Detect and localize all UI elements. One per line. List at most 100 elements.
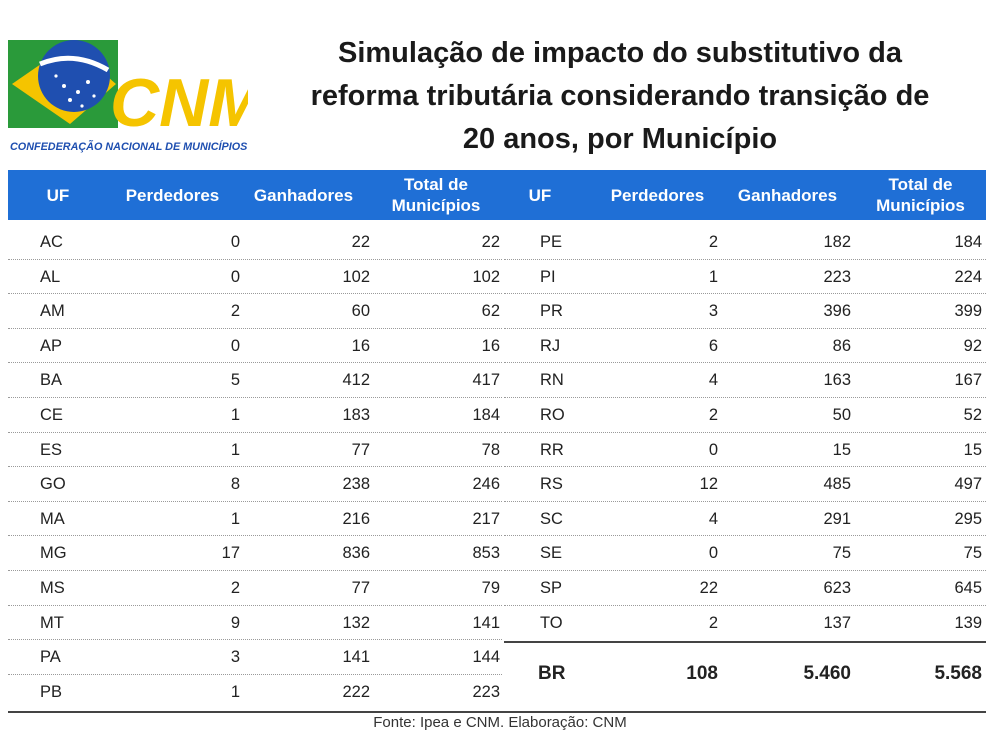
logo-full-name: CONFEDERAÇÃO NACIONAL DE MUNICÍPIOS — [10, 140, 248, 153]
table-cell-total: 141 — [472, 613, 500, 632]
table-cell-total: 224 — [954, 267, 982, 286]
row-divider — [8, 258, 502, 260]
table-cell-ganhadores: 75 — [832, 544, 851, 563]
title-line-1: Simulação de impacto do substitutivo da — [338, 37, 902, 69]
table-cell-perdedores: 2 — [230, 302, 240, 321]
table-cell-perdedores: 2 — [708, 233, 718, 251]
table-cell-uf: PA — [40, 648, 61, 667]
table-cell-ganhadores: 22 — [351, 233, 370, 251]
row-divider — [8, 466, 502, 468]
table-cell-uf: AL — [40, 267, 61, 286]
table-cell-ganhadores: 137 — [823, 613, 851, 632]
row-divider — [8, 397, 502, 398]
table-cell-total: 399 — [954, 302, 982, 321]
source-note: Fonte: Ipea e CNM. Elaboração: CNM — [373, 714, 627, 731]
row-divider — [504, 258, 986, 260]
table-cell-total: 223 — [472, 682, 500, 701]
table-cell-uf: SC — [540, 509, 563, 528]
table-cell-total: 167 — [954, 371, 982, 390]
table-cell-total: 92 — [963, 336, 982, 355]
table-cell-uf: PB — [40, 682, 63, 701]
header-total-right: Total de Municípios — [855, 170, 986, 220]
table-cell-perdedores: 0 — [230, 336, 240, 355]
table-cell-uf: PI — [540, 267, 556, 286]
table-cell-perdedores: 1 — [230, 406, 240, 424]
table-cell-uf: CE — [40, 406, 63, 424]
table-cell-ganhadores: 132 — [342, 613, 370, 632]
table-cell-total: 497 — [954, 475, 982, 494]
table-cell-ganhadores: 15 — [832, 440, 851, 459]
table-cell-total: 62 — [481, 302, 500, 321]
table-cell-ganhadores: 163 — [823, 371, 851, 390]
table-cell-total: 15 — [963, 440, 982, 459]
table-cell-perdedores: 5 — [230, 371, 240, 390]
table-header-bar — [8, 170, 986, 220]
table-cell-ganhadores: 182 — [823, 233, 851, 251]
title-line-2: reforma tributária considerando transiçã… — [310, 80, 930, 112]
cnm-logo: CNM CONFEDERAÇÃO NACIONAL DE MUNICÍPIOS — [8, 20, 266, 160]
total-cell-total: 5.568 — [934, 663, 982, 685]
table-cell-total: 75 — [963, 544, 982, 563]
table-cell-uf: RJ — [540, 336, 561, 355]
table-cell-ganhadores: 222 — [342, 682, 370, 701]
table-cell-uf: RS — [540, 475, 563, 494]
table-cell-ganhadores: 183 — [342, 406, 370, 424]
table-cell-perdedores: 3 — [708, 302, 718, 321]
header-uf-right: UF — [528, 185, 552, 205]
table-cell-perdedores: 1 — [230, 682, 240, 701]
table-cell-ganhadores: 223 — [823, 267, 851, 286]
table-cell-perdedores: 4 — [708, 371, 718, 390]
row-divider — [504, 362, 986, 364]
table-cell-perdedores: 4 — [708, 509, 718, 528]
header-perdedores-right: Perdedores — [610, 185, 705, 205]
table-cell-total: 217 — [472, 509, 500, 528]
row-divider — [504, 570, 986, 571]
header-total-line1-right: Total de — [888, 175, 953, 194]
row-divider — [504, 466, 986, 468]
table-cell-total: 79 — [481, 579, 500, 597]
row-divider — [8, 327, 502, 329]
table-cell-ganhadores: 141 — [342, 648, 370, 667]
table-cell-uf: RN — [540, 371, 564, 390]
header-ganhadores-right: Ganhadores — [737, 185, 838, 205]
table-cell-perdedores: 1 — [230, 440, 240, 459]
table-cell-ganhadores: 836 — [342, 544, 370, 563]
table-cell-total: 78 — [481, 440, 500, 459]
table-cell-ganhadores: 60 — [351, 302, 370, 321]
table-cell-total: 417 — [472, 371, 500, 390]
table-cell-perdedores: 17 — [221, 544, 240, 563]
table-cell-ganhadores: 623 — [823, 579, 851, 597]
row-divider — [504, 535, 986, 537]
table-cell-uf: SP — [540, 579, 563, 597]
table-cell-ganhadores: 77 — [351, 579, 370, 597]
row-divider — [8, 535, 502, 537]
row-divider — [8, 431, 502, 433]
header-total-line1-left: Total de — [404, 175, 468, 194]
table-cell-total: 102 — [472, 267, 500, 286]
table-cell-ganhadores: 238 — [342, 475, 370, 494]
table-cell-uf: SE — [540, 544, 563, 563]
table-cell-perdedores: 12 — [699, 475, 718, 494]
table-cell-total: 139 — [954, 613, 982, 632]
table-cell-uf: PE — [540, 233, 563, 251]
row-divider — [8, 362, 502, 364]
header-uf-left: UF — [46, 185, 70, 205]
table-cell-perdedores: 2 — [230, 579, 240, 597]
table-cell-total: 184 — [472, 406, 500, 424]
table-cell-perdedores: 1 — [230, 509, 240, 528]
table-cell-perdedores: 2 — [708, 613, 718, 632]
table-cell-uf: AM — [40, 302, 65, 321]
header-perdedores-left: Perdedores — [125, 185, 220, 205]
table-cell-uf: BA — [40, 371, 63, 390]
row-divider — [504, 397, 986, 398]
table-cell-total: 52 — [963, 406, 982, 424]
header-total-line2-right: Municípios — [876, 196, 965, 215]
table-cell-uf: ES — [40, 440, 63, 459]
table-cell-total: 16 — [481, 336, 500, 355]
table-cell-ganhadores: 396 — [823, 302, 851, 321]
row-divider — [8, 673, 502, 675]
table-cell-total: 853 — [472, 544, 500, 563]
table-cell-uf: MT — [40, 613, 64, 632]
table-cell-perdedores: 2 — [708, 406, 718, 424]
table-cell-perdedores: 0 — [708, 440, 718, 459]
